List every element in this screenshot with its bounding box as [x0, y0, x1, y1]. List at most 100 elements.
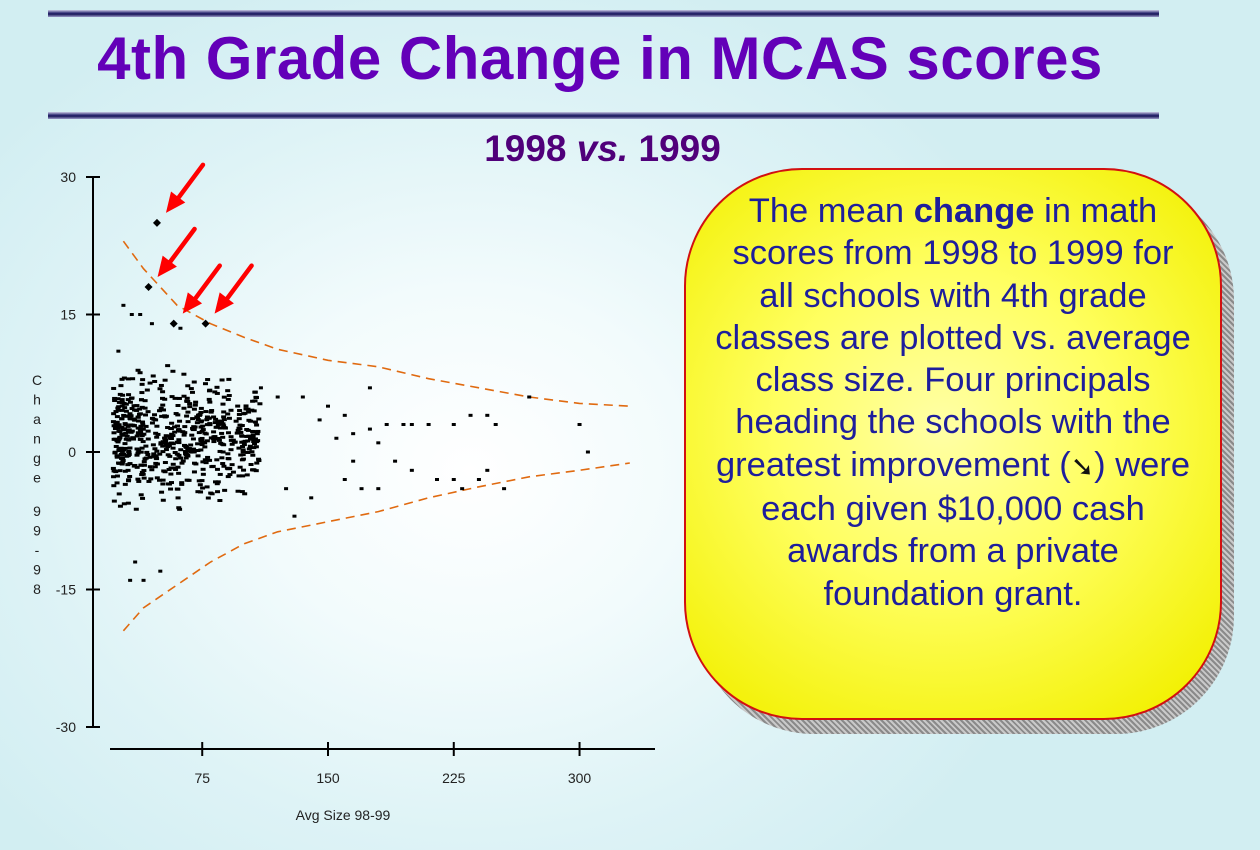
data-point [123, 437, 129, 441]
data-point [168, 427, 174, 431]
data-point [138, 493, 144, 497]
data-point [150, 443, 156, 447]
data-point [113, 470, 119, 474]
data-point [147, 455, 153, 459]
data-point [221, 418, 227, 422]
data-point [219, 431, 225, 435]
data-point [137, 407, 143, 411]
subtitle-year-1999: 1999 [628, 128, 721, 169]
data-point [177, 429, 183, 433]
data-point [309, 496, 314, 500]
data-point [184, 478, 190, 482]
data-point [198, 448, 204, 452]
data-point [154, 449, 160, 453]
data-point [196, 479, 202, 483]
data-point [145, 437, 151, 441]
data-point [252, 390, 258, 394]
data-point [122, 446, 128, 450]
data-point [409, 468, 414, 472]
data-point [129, 407, 135, 411]
data-point [250, 468, 256, 472]
data-point [213, 437, 219, 441]
data-point [195, 417, 201, 421]
data-point [141, 463, 147, 467]
data-point [172, 396, 178, 400]
data-point [200, 428, 206, 432]
data-point [225, 397, 231, 401]
data-point [162, 415, 168, 419]
data-point [186, 447, 192, 451]
data-point [176, 506, 182, 510]
data-point [134, 408, 140, 412]
highlighted-point [169, 319, 178, 328]
data-point [160, 482, 166, 486]
data-point [136, 449, 142, 453]
data-point [122, 406, 128, 410]
lower-bound-line [122, 462, 630, 632]
data-point [170, 462, 176, 466]
y-tick-label: -30 [56, 719, 76, 735]
data-point [245, 450, 251, 454]
data-point [114, 481, 120, 485]
data-point [187, 402, 193, 406]
data-point [139, 463, 145, 467]
data-point [137, 437, 143, 441]
data-point [132, 463, 138, 467]
data-point [158, 569, 163, 573]
data-point [119, 377, 125, 381]
data-point [181, 433, 187, 437]
data-point [114, 415, 120, 419]
data-point [119, 398, 125, 402]
data-point [125, 398, 131, 402]
data-point [127, 416, 133, 420]
data-point [168, 487, 174, 491]
data-point [244, 428, 250, 432]
data-point [222, 488, 228, 492]
data-point [219, 456, 225, 460]
data-point [257, 402, 263, 406]
data-point [184, 396, 190, 400]
data-point [116, 349, 121, 353]
data-point [192, 425, 198, 429]
data-point [175, 424, 181, 428]
data-point [139, 391, 145, 395]
pointer-arrowhead-icon [214, 292, 234, 314]
data-point [139, 446, 145, 450]
data-point [176, 471, 182, 475]
data-point [134, 453, 140, 457]
data-point [228, 408, 234, 412]
data-point [236, 417, 242, 421]
y-axis-label-char: e [33, 470, 41, 486]
data-point [122, 469, 128, 473]
data-point [217, 499, 223, 503]
data-point [185, 420, 191, 424]
data-point [222, 426, 228, 430]
data-point [215, 422, 221, 426]
data-point [123, 402, 129, 406]
data-point [175, 404, 181, 408]
data-point [226, 377, 232, 381]
data-point [226, 394, 232, 398]
data-point [142, 406, 148, 410]
pointer-arrow-icon [188, 263, 222, 307]
data-point [112, 396, 118, 400]
data-point [137, 427, 143, 431]
data-point [176, 438, 182, 442]
data-point [200, 472, 206, 476]
data-point [121, 303, 126, 307]
data-point [225, 431, 231, 435]
data-point [246, 410, 252, 414]
pointer-arrowhead-icon [165, 191, 186, 213]
data-point [245, 407, 251, 411]
data-point [198, 490, 204, 494]
data-point [154, 435, 160, 439]
data-point [426, 423, 431, 426]
slide-subtitle: 1998 vs. 1999 [0, 128, 1205, 170]
data-point [202, 445, 208, 449]
data-point [212, 421, 218, 425]
x-axis-label: Avg Size 98-99 [296, 807, 391, 823]
data-point [125, 424, 131, 428]
data-point [117, 504, 123, 508]
upper-bound-line [122, 240, 630, 407]
data-point [239, 440, 245, 444]
